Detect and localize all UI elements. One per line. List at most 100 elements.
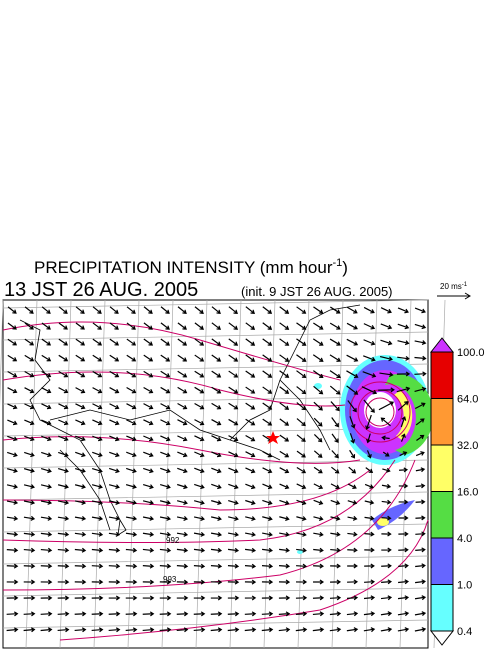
- wind-arrow: [7, 451, 18, 458]
- wind-arrow: [58, 322, 68, 330]
- wind-arrow: [346, 611, 359, 617]
- wind-arrow: [381, 531, 392, 537]
- wind-arrow: [126, 354, 137, 362]
- wind-arrow: [261, 595, 274, 601]
- wind-arrow: [313, 466, 323, 474]
- wind-arrow: [109, 322, 119, 330]
- wind-arrow: [245, 516, 256, 521]
- wind-arrow: [245, 499, 256, 506]
- wind-arrow: [363, 595, 376, 601]
- wind-arrow: [125, 627, 138, 633]
- wind-arrow: [142, 500, 154, 505]
- wind-arrow: [346, 595, 359, 601]
- meridian: [399, 299, 412, 649]
- wind-arrow: [414, 371, 427, 377]
- wind-arrow: [108, 531, 121, 537]
- wind-arrow: [194, 306, 204, 314]
- wind-arrow: [177, 370, 188, 378]
- wind-arrow: [6, 515, 19, 521]
- wind-arrow: [414, 323, 427, 330]
- wind-arrow: [211, 419, 222, 426]
- wind-arrow: [57, 500, 70, 505]
- wind-arrow: [193, 579, 206, 585]
- wind-arrow: [296, 531, 307, 537]
- meridian: [93, 299, 106, 649]
- wind-arrow: [363, 355, 376, 362]
- wind-arrow: [397, 355, 410, 361]
- wind-arrow: [177, 354, 188, 362]
- wind-arrow: [279, 516, 290, 521]
- wind-arrow: [108, 484, 120, 490]
- wind-arrow: [279, 418, 290, 426]
- wind-arrow: [262, 354, 273, 362]
- wind-arrow: [210, 611, 223, 617]
- wind-arrow: [379, 372, 394, 378]
- wind-arrow: [142, 484, 154, 490]
- wind-arrow: [143, 467, 154, 474]
- wind-arrow: [176, 531, 189, 537]
- wind-arrow: [397, 611, 410, 617]
- wind-arrow: [381, 499, 392, 505]
- wind-arrow: [210, 595, 223, 601]
- colorbar-label: 4.0: [457, 533, 472, 545]
- wind-arrow: [41, 435, 52, 442]
- wind-arrow: [24, 354, 35, 362]
- wind-arrow: [227, 595, 240, 601]
- wind-arrow: [75, 370, 86, 378]
- wind-arrow: [7, 371, 18, 378]
- colorbar: 100.0 64.0 32.0 16.0 4.0 1.0 0.4: [429, 337, 485, 646]
- wind-arrow: [228, 354, 239, 362]
- wind-arrow: [92, 419, 103, 426]
- wind-arrow: [211, 435, 222, 442]
- wind-arrow: [7, 338, 18, 346]
- wind-arrow: [312, 627, 325, 633]
- parallel: [2, 523, 429, 533]
- wind-arrow: [262, 531, 273, 537]
- wind-arrow: [380, 323, 393, 330]
- wind-arrow: [160, 435, 171, 442]
- wind-arrow: [380, 611, 393, 617]
- wind-arrow: [295, 627, 308, 633]
- wind-arrow: [74, 515, 87, 521]
- wind-arrow: [245, 306, 256, 314]
- wind-arrow: [6, 563, 19, 569]
- wind-arrow: [194, 435, 205, 442]
- wind-arrow: [346, 322, 358, 330]
- wind-arrow: [109, 387, 120, 394]
- wind-arrow: [91, 595, 104, 601]
- wind-arrow: [398, 563, 409, 569]
- wind-arrow: [74, 611, 87, 617]
- wind-arrow: [176, 563, 189, 569]
- wind-arrow: [194, 467, 205, 474]
- wind-arrow: [347, 483, 357, 489]
- wind-arrow: [279, 450, 290, 458]
- meridian: [0, 299, 4, 406]
- wind-arrow: [126, 403, 137, 410]
- wind-arrow: [415, 418, 425, 426]
- wind-arrow: [398, 579, 409, 585]
- wind-arrow: [228, 483, 239, 490]
- wind-arrow: [364, 579, 375, 585]
- wind-arrow: [159, 483, 171, 490]
- wind-arrow: [75, 419, 86, 426]
- wind-arrow: [347, 500, 358, 505]
- wind-arrow: [364, 531, 375, 537]
- wind-arrow: [57, 611, 70, 617]
- wind-arrow: [382, 467, 391, 473]
- wind-arrow: [92, 403, 103, 410]
- wind-arrow: [74, 484, 86, 490]
- wind-arrow: [75, 387, 86, 394]
- wind-arrow: [75, 451, 86, 458]
- wind-arrow: [414, 340, 427, 346]
- wind-arrow: [142, 595, 155, 601]
- contour-label: 992: [166, 536, 180, 545]
- wind-arrow: [108, 595, 121, 601]
- wind-arrow: [74, 467, 86, 474]
- wind-arrow: [296, 499, 307, 506]
- wind-arrow: [211, 354, 222, 362]
- wind-arrow: [211, 306, 221, 314]
- wind-arrow: [108, 611, 121, 617]
- wind-arrow: [296, 354, 307, 362]
- wind-arrow: [262, 338, 273, 346]
- wind-arrow: [193, 627, 206, 633]
